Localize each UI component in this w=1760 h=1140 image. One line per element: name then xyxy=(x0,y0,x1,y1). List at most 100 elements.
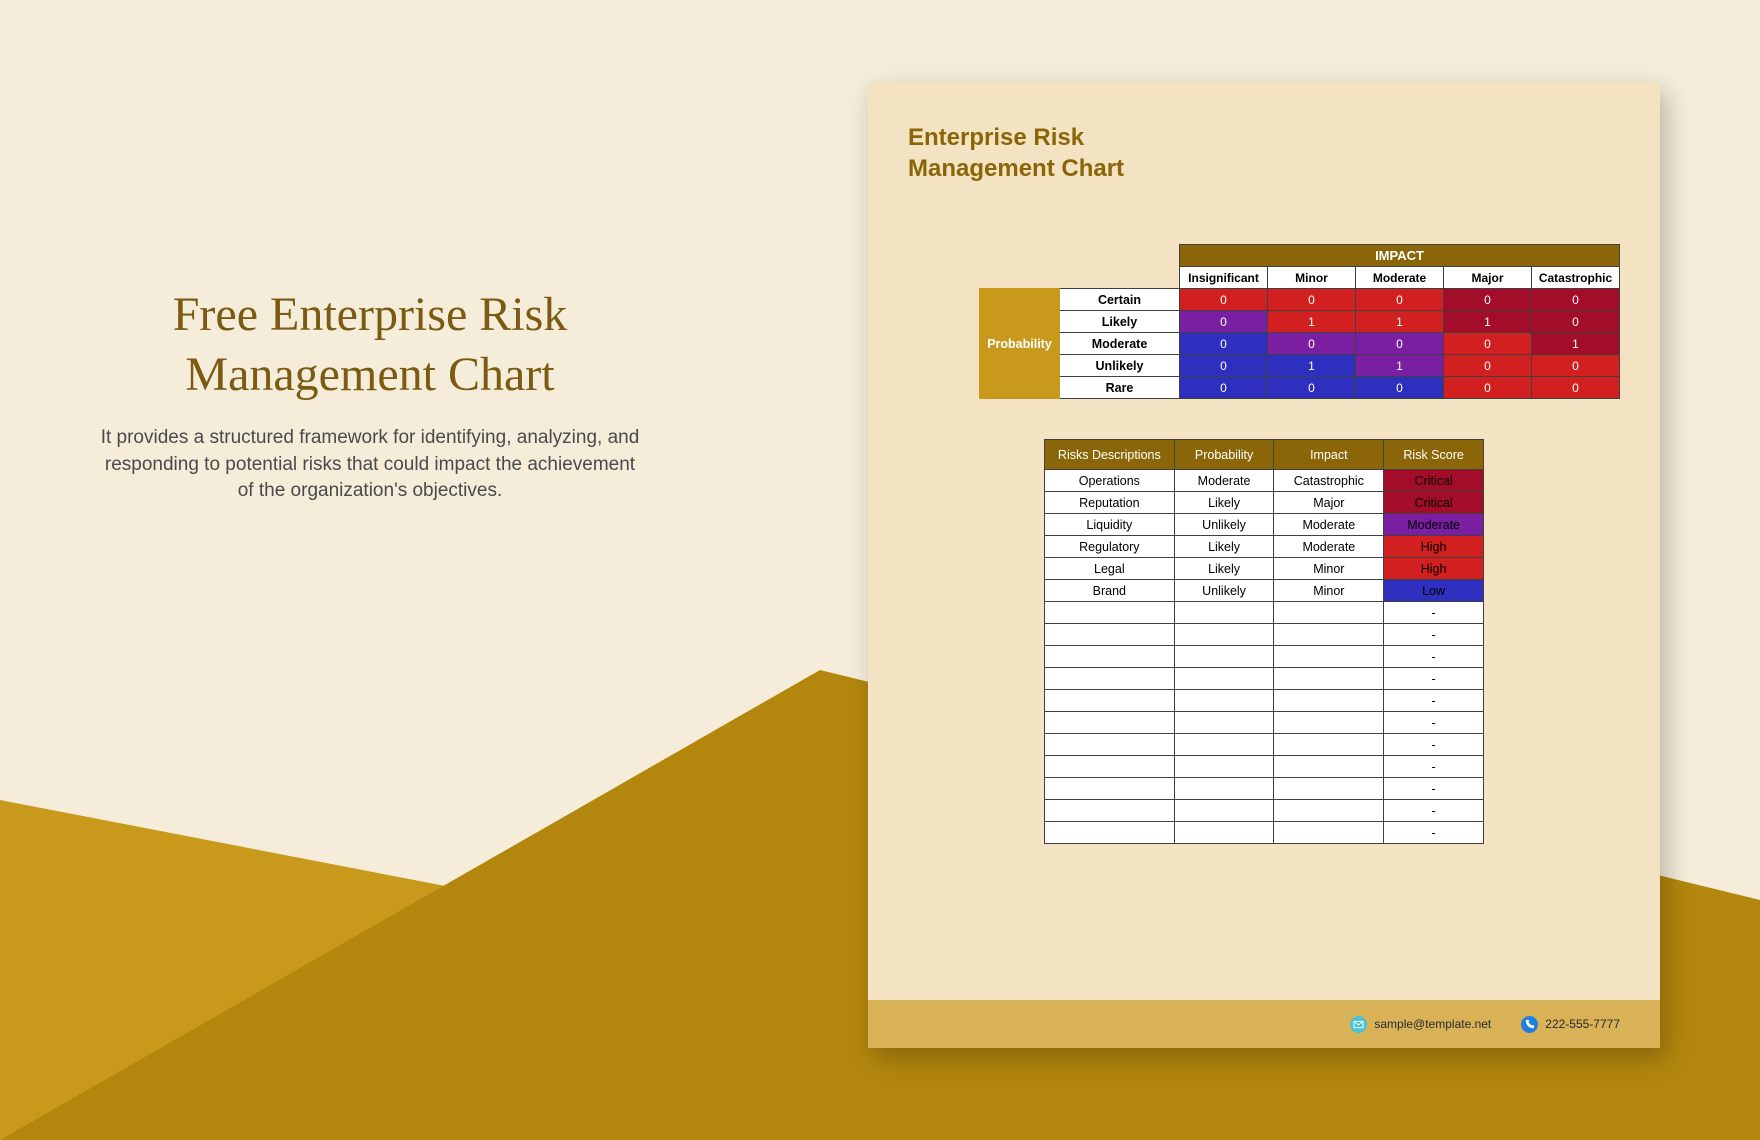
matrix-cell: 1 xyxy=(1268,311,1356,333)
card-footer: sample@template.net 222-555-7777 xyxy=(868,1000,1660,1048)
page-description: It provides a structured framework for i… xyxy=(95,425,645,505)
risk-score-empty: - xyxy=(1384,624,1484,646)
card-body: Enterprise Risk Management Chart IMPACTI… xyxy=(868,82,1660,1000)
email-icon xyxy=(1350,1016,1367,1033)
card-title-line1: Enterprise Risk xyxy=(908,124,1084,151)
impact-column: Catastrophic xyxy=(1532,267,1620,289)
risk-impact: Minor xyxy=(1274,580,1384,602)
risk-score-empty: - xyxy=(1384,778,1484,800)
risk-desc: Reputation xyxy=(1045,492,1175,514)
risk-row: LiquidityUnlikelyModerateModerate xyxy=(1045,514,1484,536)
matrix-cell: 0 xyxy=(1180,289,1268,311)
risk-row-empty: - xyxy=(1045,822,1484,844)
impact-header: IMPACT xyxy=(1180,245,1620,267)
matrix-cell: 0 xyxy=(1532,311,1620,333)
phone-icon xyxy=(1521,1016,1538,1033)
risk-impact: Moderate xyxy=(1274,514,1384,536)
matrix-cell: 0 xyxy=(1356,377,1444,399)
risk-table-header: Impact xyxy=(1274,440,1384,470)
risk-prob: Moderate xyxy=(1174,470,1274,492)
risk-prob: Unlikely xyxy=(1174,514,1274,536)
matrix-cell: 0 xyxy=(1444,355,1532,377)
risk-impact: Moderate xyxy=(1274,536,1384,558)
left-panel: Free Enterprise Risk Management Chart It… xyxy=(95,285,645,505)
matrix-cell: 0 xyxy=(1268,289,1356,311)
risk-desc: Liquidity xyxy=(1045,514,1175,536)
matrix-cell: 0 xyxy=(1444,333,1532,355)
impact-column: Insignificant xyxy=(1180,267,1268,289)
risk-score: Critical xyxy=(1384,492,1484,514)
risk-impact: Minor xyxy=(1274,558,1384,580)
matrix-cell: 0 xyxy=(1532,289,1620,311)
risk-prob: Likely xyxy=(1174,536,1274,558)
risk-desc: Brand xyxy=(1045,580,1175,602)
matrix-cell: 0 xyxy=(1180,377,1268,399)
risk-score-empty: - xyxy=(1384,602,1484,624)
card-title-line2: Management Chart xyxy=(908,155,1124,182)
risk-row-empty: - xyxy=(1045,756,1484,778)
probability-row-label: Rare xyxy=(1060,377,1180,399)
risk-score-empty: - xyxy=(1384,668,1484,690)
risk-prob: Likely xyxy=(1174,558,1274,580)
risk-score: Moderate xyxy=(1384,514,1484,536)
risk-score-empty: - xyxy=(1384,646,1484,668)
impact-column: Moderate xyxy=(1356,267,1444,289)
footer-email: sample@template.net xyxy=(1350,1016,1491,1033)
risk-score-empty: - xyxy=(1384,712,1484,734)
risk-table-header: Risk Score xyxy=(1384,440,1484,470)
matrix-cell: 1 xyxy=(1268,355,1356,377)
matrix-cell: 1 xyxy=(1532,333,1620,355)
matrix-cell: 1 xyxy=(1444,311,1532,333)
risk-row: BrandUnlikelyMinorLow xyxy=(1045,580,1484,602)
risk-table-header: Probability xyxy=(1174,440,1274,470)
risk-score-empty: - xyxy=(1384,800,1484,822)
risk-table-header: Risks Descriptions xyxy=(1045,440,1175,470)
matrix-cell: 0 xyxy=(1356,333,1444,355)
probability-row-label: Likely xyxy=(1060,311,1180,333)
risk-score: High xyxy=(1384,558,1484,580)
risk-impact: Catastrophic xyxy=(1274,470,1384,492)
risk-row-empty: - xyxy=(1045,800,1484,822)
matrix-cell: 0 xyxy=(1444,289,1532,311)
card-title: Enterprise Risk Management Chart xyxy=(908,122,1620,184)
matrix-cell: 0 xyxy=(1180,311,1268,333)
matrix-cell: 0 xyxy=(1180,355,1268,377)
risk-prob: Unlikely xyxy=(1174,580,1274,602)
risk-row: ReputationLikelyMajorCritical xyxy=(1045,492,1484,514)
matrix-cell: 1 xyxy=(1356,355,1444,377)
title-line1: Free Enterprise Risk xyxy=(173,288,568,341)
risk-desc: Regulatory xyxy=(1045,536,1175,558)
page-title: Free Enterprise Risk Management Chart xyxy=(95,285,645,405)
probability-row-label: Unlikely xyxy=(1060,355,1180,377)
risk-prob: Likely xyxy=(1174,492,1274,514)
risk-score: High xyxy=(1384,536,1484,558)
title-line2: Management Chart xyxy=(185,348,554,401)
risk-list-table: Risks DescriptionsProbabilityImpactRisk … xyxy=(1044,439,1484,844)
risk-impact: Major xyxy=(1274,492,1384,514)
probability-row-label: Moderate xyxy=(1060,333,1180,355)
impact-column: Major xyxy=(1444,267,1532,289)
matrix-cell: 0 xyxy=(1268,377,1356,399)
risk-score-empty: - xyxy=(1384,734,1484,756)
risk-row: OperationsModerateCatastrophicCritical xyxy=(1045,470,1484,492)
risk-row-empty: - xyxy=(1045,712,1484,734)
matrix-cell: 0 xyxy=(1532,355,1620,377)
risk-row-empty: - xyxy=(1045,734,1484,756)
risk-matrix-container: IMPACTInsignificantMinorModerateMajorCat… xyxy=(908,244,1620,399)
risk-desc: Operations xyxy=(1045,470,1175,492)
risk-row-empty: - xyxy=(1045,668,1484,690)
matrix-cell: 0 xyxy=(1180,333,1268,355)
risk-row-empty: - xyxy=(1045,778,1484,800)
risk-row-empty: - xyxy=(1045,690,1484,712)
risk-row-empty: - xyxy=(1045,646,1484,668)
matrix-cell: 0 xyxy=(1356,289,1444,311)
matrix-cell: 0 xyxy=(1444,377,1532,399)
probability-header: Probability xyxy=(980,289,1060,399)
risk-score-empty: - xyxy=(1384,690,1484,712)
risk-row: RegulatoryLikelyModerateHigh xyxy=(1045,536,1484,558)
risk-score-empty: - xyxy=(1384,756,1484,778)
risk-score-empty: - xyxy=(1384,822,1484,844)
risk-list-container: Risks DescriptionsProbabilityImpactRisk … xyxy=(908,439,1620,844)
template-card: Enterprise Risk Management Chart IMPACTI… xyxy=(868,82,1660,1048)
email-text: sample@template.net xyxy=(1374,1017,1491,1031)
